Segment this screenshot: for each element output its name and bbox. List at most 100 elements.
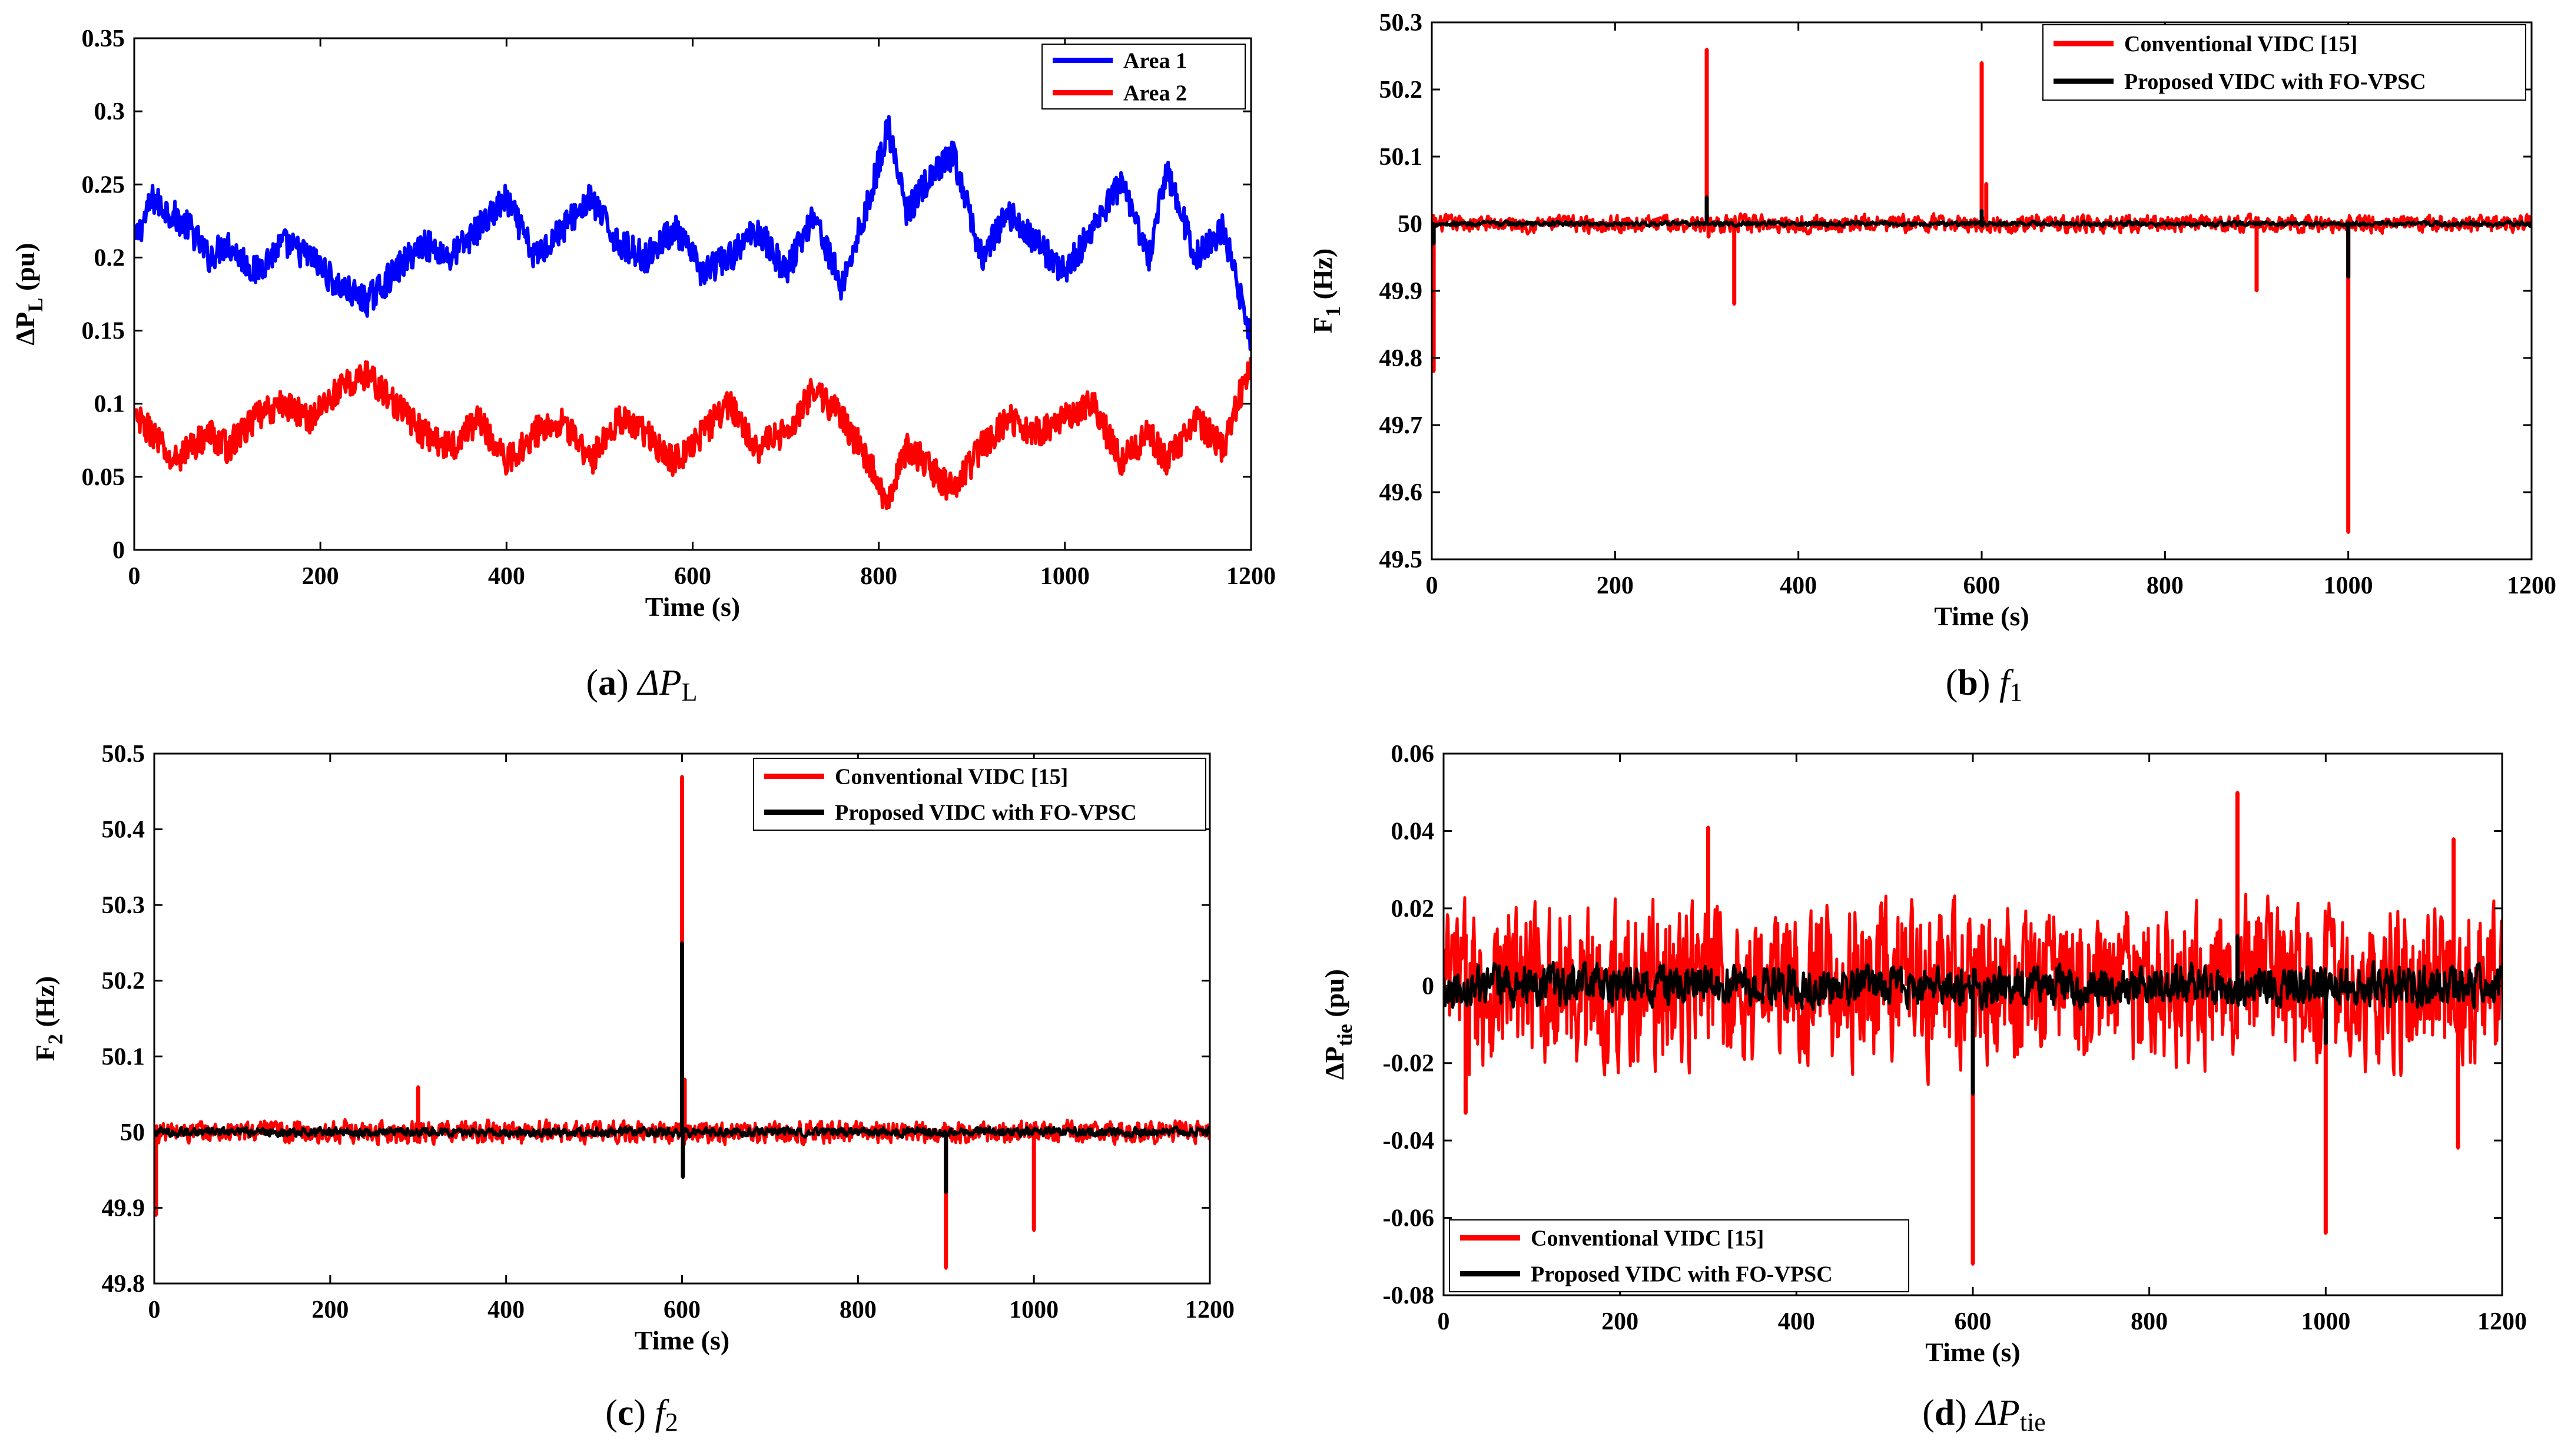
x-axis-label-d: Time (s) <box>1925 1337 2020 1367</box>
y-axis-label-main-c: F <box>30 1044 60 1061</box>
y-tick-label-a-3: 0.15 <box>82 318 125 345</box>
x-tick-label-c-5: 1000 <box>1009 1296 1059 1324</box>
caption-c: (c) f2 <box>605 1393 678 1437</box>
caption-paren-open-a: ( <box>586 663 599 703</box>
chart-panel-a: 0 200 400 600 800 1000 1200 0 0.05 0.1 0.15 0.2 0.25… <box>10 25 1276 707</box>
legend-box-d <box>1449 1219 1909 1292</box>
x-tick-label-b-5: 1000 <box>2324 572 2373 599</box>
y-tick-label-a-6: 0.3 <box>94 98 125 125</box>
x-tick-label-b-3: 600 <box>1963 572 2001 599</box>
x-tick-label-d-1: 200 <box>1601 1308 1638 1335</box>
caption-b: (b) f1 <box>1946 663 2023 707</box>
x-tick-label-d-4: 800 <box>2131 1308 2168 1335</box>
x-tick-label-c-6: 1200 <box>1185 1296 1235 1324</box>
plot-area-a <box>134 115 1251 510</box>
y-tick-label-b-0: 49.5 <box>1379 546 1423 573</box>
x-axis-label-b: Time (s) <box>1934 601 2029 631</box>
legend-label-d-0: Conventional VIDC [15] <box>1531 1226 1764 1251</box>
legend-label-b-1: Proposed VIDC with FO-VPSC <box>2124 69 2426 94</box>
x-tick-label-d-2: 400 <box>1778 1308 1815 1335</box>
y-tick-label-b-2: 49.7 <box>1379 412 1423 439</box>
y-axis-label-unit-a: (pu) <box>10 243 40 297</box>
caption-d: (d) ΔPtie <box>1922 1393 2046 1437</box>
y-tick-label-c-5: 50.3 <box>102 892 145 919</box>
y-axis-label-main-a: ΔP <box>10 312 40 346</box>
caption-paren-close-a: ) <box>616 663 638 703</box>
y-tick-label-b-7: 50.2 <box>1379 77 1423 104</box>
y-axis-label-c: F2 (Hz) <box>30 976 67 1061</box>
y-axis-label-main-d: ΔP <box>1319 1046 1349 1080</box>
plot-area-b <box>1432 48 2532 534</box>
caption-symbol-a: ΔP <box>636 663 681 703</box>
y-tick-label-a-0: 0 <box>112 537 125 564</box>
caption-sub-b: 1 <box>2009 678 2022 707</box>
x-tick-label-d-0: 0 <box>1438 1308 1450 1335</box>
x-tick-label-a-5: 1000 <box>1040 563 1090 590</box>
plot-area-c <box>154 775 1210 1270</box>
caption-letter-a: a <box>598 663 616 703</box>
x-tick-label-b-6: 1200 <box>2507 572 2556 599</box>
caption-sub-a: L <box>682 678 698 707</box>
y-tick-label-c-6: 50.4 <box>102 817 145 844</box>
y-axis-label-main-b: F <box>1308 317 1338 333</box>
axes-frame-a <box>133 37 1252 551</box>
y-tick-label-d-4: 0 <box>1422 973 1434 1000</box>
legend-label-c-0: Conventional VIDC [15] <box>835 765 1068 790</box>
x-tick-label-c-2: 400 <box>487 1296 525 1324</box>
y-tick-label-c-7: 50.5 <box>102 741 145 768</box>
y-axis-label-b: F1 (Hz) <box>1308 248 1345 333</box>
caption-paren-close-c: ) <box>633 1393 655 1433</box>
x-tick-label-d-5: 1000 <box>2301 1308 2350 1335</box>
y-tick-label-d-1: -0.06 <box>1383 1205 1435 1232</box>
y-tick-label-c-2: 50 <box>120 1119 145 1146</box>
y-tick-label-a-4: 0.2 <box>94 244 125 271</box>
x-tick-label-a-4: 800 <box>860 563 897 590</box>
y-tick-label-b-6: 50.1 <box>1379 144 1423 171</box>
caption-paren-open-b: ( <box>1946 663 1958 703</box>
x-tick-label-b-2: 400 <box>1780 572 1817 599</box>
legend-label-d-1: Proposed VIDC with FO-VPSC <box>1531 1262 1833 1287</box>
y-axis-label-unit-d: (pu) <box>1319 969 1349 1024</box>
series-line-b-1 <box>1432 195 2532 279</box>
x-axis-label-a: Time (s) <box>645 592 740 622</box>
chart-panel-d: 0 200 400 600 800 1000 1200 -0.08 -0.06 -0.04 -0.0… <box>1319 741 2527 1437</box>
x-axis-label-c: Time (s) <box>635 1325 729 1355</box>
caption-sub-d: tie <box>2020 1408 2046 1437</box>
y-axis-label-sub-a: L <box>24 298 47 312</box>
y-tick-label-a-2: 0.1 <box>94 391 125 418</box>
y-tick-label-d-0: -0.08 <box>1383 1282 1435 1309</box>
x-tick-label-c-1: 200 <box>311 1296 349 1324</box>
legend-label-c-1: Proposed VIDC with FO-VPSC <box>835 801 1137 825</box>
y-tick-label-b-3: 49.8 <box>1379 345 1423 372</box>
x-tick-label-d-3: 600 <box>1955 1308 1992 1335</box>
y-tick-label-d-2: -0.04 <box>1383 1127 1435 1155</box>
y-tick-label-d-5: 0.02 <box>1391 896 1435 923</box>
x-tick-label-a-3: 600 <box>674 563 711 590</box>
y-tick-label-c-4: 50.2 <box>102 968 145 995</box>
x-tick-label-b-4: 800 <box>2147 572 2184 599</box>
caption-letter-c: c <box>618 1393 634 1433</box>
caption-a: (a) ΔPL <box>586 663 698 707</box>
y-tick-label-d-7: 0.06 <box>1391 741 1435 768</box>
caption-paren-open-d: ( <box>1922 1393 1935 1433</box>
x-tick-label-a-6: 1200 <box>1226 563 1276 590</box>
series-line-a-1 <box>134 357 1251 510</box>
caption-paren-close-b: ) <box>1978 663 1999 703</box>
y-axis-label-unit-b: (Hz) <box>1308 248 1338 306</box>
x-tick-label-a-0: 0 <box>128 563 141 590</box>
legend-label-a-0: Area 1 <box>1123 49 1187 74</box>
y-axis-label-unit-c: (Hz) <box>30 976 60 1034</box>
series-line-a-0 <box>134 115 1251 351</box>
y-axis-label-sub-d: tie <box>1333 1024 1356 1046</box>
x-tick-label-c-4: 800 <box>840 1296 877 1324</box>
y-axis-label-sub-c: 2 <box>44 1034 67 1044</box>
legend-label-b-0: Conventional VIDC [15] <box>2124 32 2357 57</box>
y-tick-label-a-5: 0.25 <box>82 171 125 198</box>
plot-area-d <box>1444 791 2502 1266</box>
legend-box-c <box>753 758 1206 831</box>
caption-symbol-d: ΔP <box>1975 1393 2020 1433</box>
chart-panel-c: 0 200 400 600 800 1000 1200 49.8 49.9 50 50.1 50.2 5… <box>30 741 1235 1437</box>
y-axis-label-d: ΔPtie (pu) <box>1319 969 1356 1080</box>
x-tick-label-c-0: 0 <box>148 1296 161 1324</box>
